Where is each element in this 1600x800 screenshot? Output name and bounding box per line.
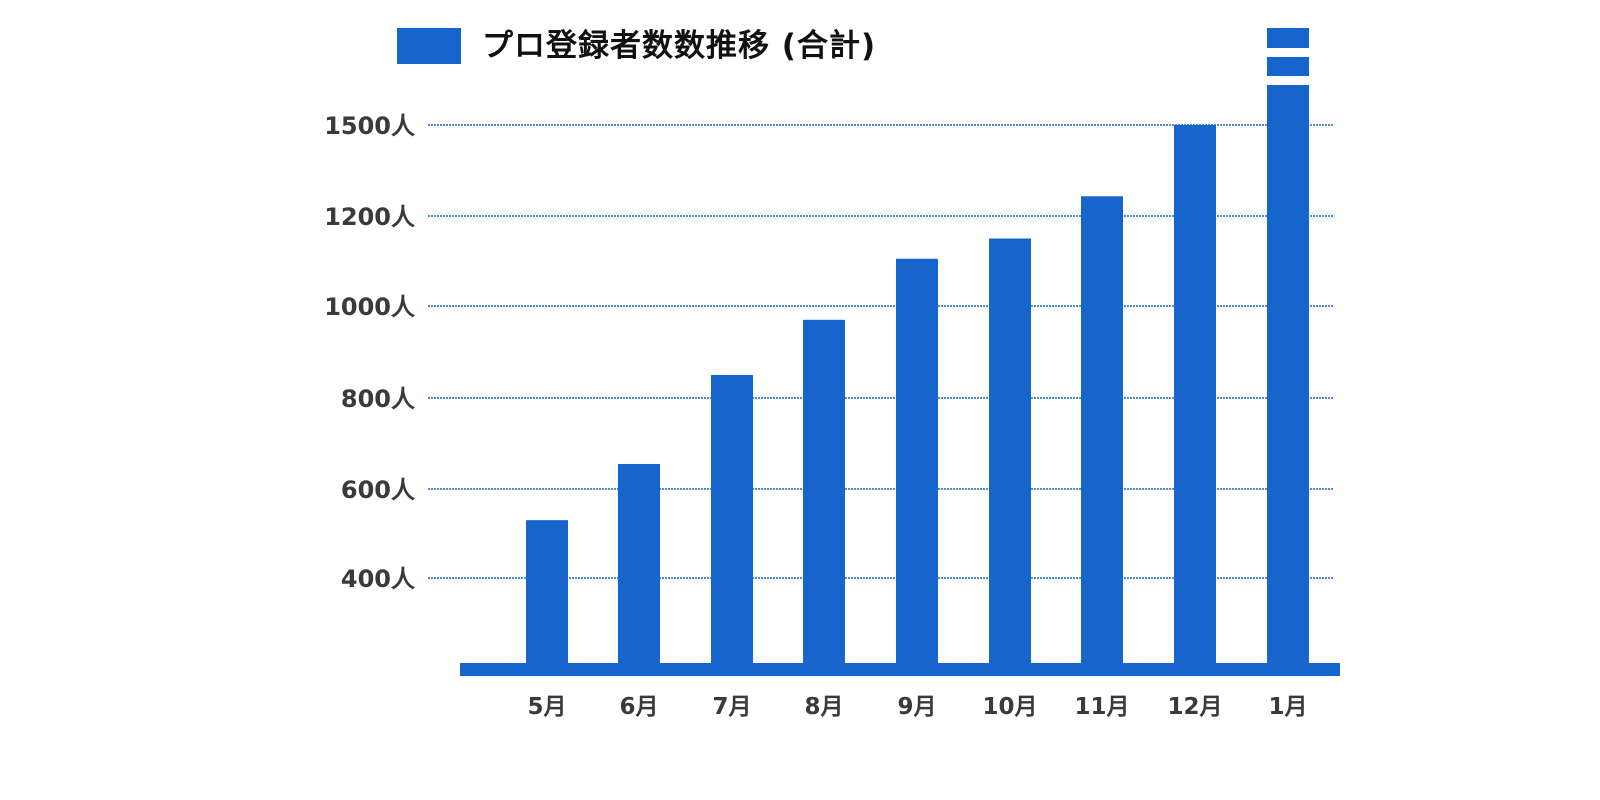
bar-10月 (989, 238, 1031, 663)
x-tick-label: 10月 (982, 694, 1037, 720)
legend-swatch (397, 28, 461, 64)
x-tick-label: 9月 (897, 694, 936, 720)
y-tick-label: 400人 (341, 565, 415, 593)
x-tick-label: 12月 (1167, 694, 1222, 720)
x-tick-labels: 5月 6月 7月 8月 9月 10月 11月 12月 1月 (527, 694, 1307, 720)
bar-11月 (1081, 196, 1123, 664)
axis-break-gap-2 (1266, 76, 1310, 85)
x-tick-label: 7月 (712, 694, 751, 720)
x-tick-label: 11月 (1074, 694, 1129, 720)
bars (460, 28, 1340, 676)
bar-9月 (896, 258, 938, 663)
x-tick-label: 5月 (527, 694, 566, 720)
y-tick-label: 800人 (341, 385, 415, 413)
x-tick-label: 1月 (1268, 694, 1307, 720)
x-tick-label: 6月 (619, 694, 658, 720)
bar-1月 (1267, 28, 1309, 663)
y-tick-label: 1200人 (324, 203, 415, 231)
y-tick-label: 1000人 (324, 293, 415, 321)
bar-5月 (526, 520, 568, 663)
bar-12月 (1174, 125, 1216, 663)
x-axis-baseline (460, 663, 1340, 676)
legend-label: プロ登録者数数推移 (合計) (482, 28, 877, 64)
x-tick-label: 8月 (804, 694, 843, 720)
y-tick-label: 1500人 (324, 112, 415, 140)
bar-6月 (618, 463, 660, 663)
y-tick-labels: 400人 600人 800人 1000人 1200人 1500人 (324, 112, 415, 593)
bar-8月 (803, 319, 845, 663)
y-tick-label: 600人 (341, 476, 415, 504)
axis-break (1266, 48, 1310, 85)
axis-break-gap-1 (1266, 48, 1310, 57)
bar-7月 (711, 375, 753, 663)
